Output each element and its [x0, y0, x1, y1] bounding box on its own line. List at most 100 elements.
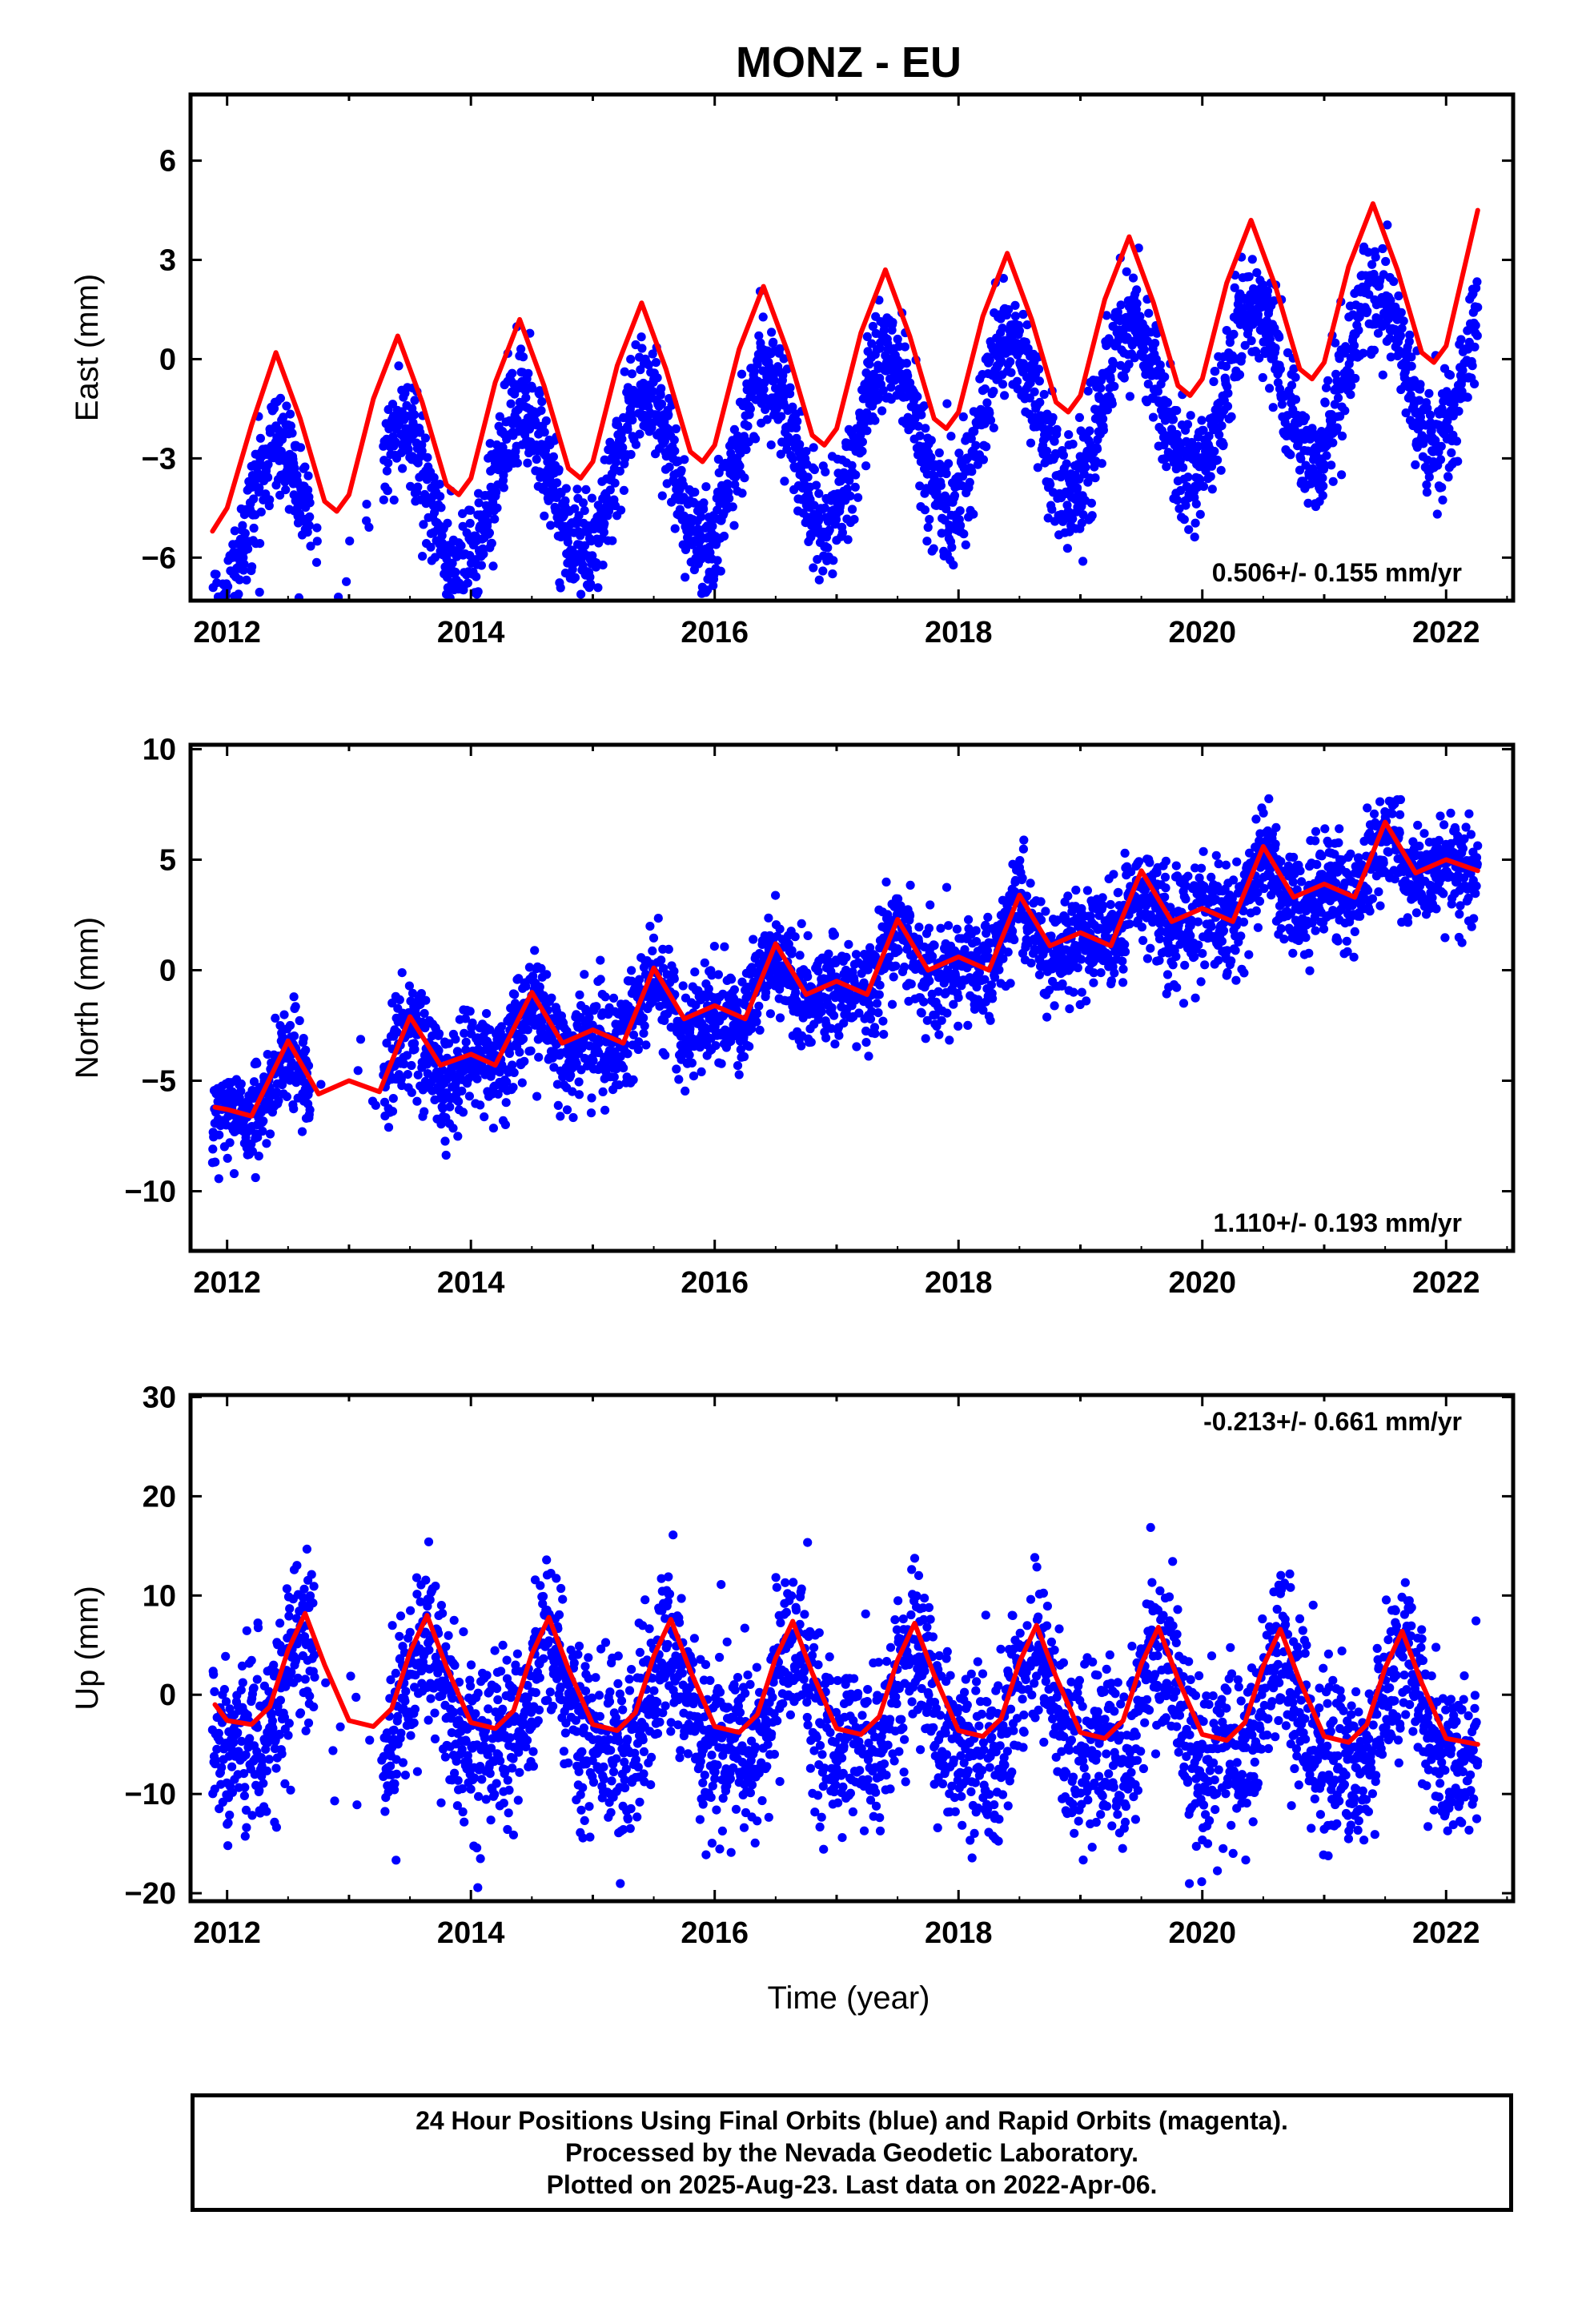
north-point — [592, 1002, 601, 1011]
east-point — [1319, 460, 1329, 469]
north-point — [535, 982, 544, 991]
east-point — [1179, 515, 1189, 525]
east-point — [670, 446, 680, 456]
east-point — [775, 344, 785, 353]
north-point — [672, 1064, 681, 1074]
east-point — [1081, 463, 1090, 472]
east-point — [1321, 383, 1331, 392]
east-point — [1247, 255, 1257, 264]
east-point — [769, 376, 779, 385]
north-point — [669, 974, 679, 983]
east-point — [1062, 544, 1072, 553]
north-point — [434, 1029, 444, 1039]
east-point — [709, 581, 718, 590]
east-point — [795, 440, 805, 449]
north-point — [247, 1147, 257, 1156]
east-point — [741, 444, 751, 455]
north-point — [387, 1107, 398, 1116]
east-point — [282, 401, 291, 411]
east-point — [680, 455, 689, 464]
north-point — [678, 981, 688, 991]
east-point — [766, 440, 776, 450]
east-x-tick-label: 2020 — [1168, 616, 1236, 649]
east-point — [1168, 415, 1178, 424]
east-point — [600, 519, 609, 529]
east-point — [516, 344, 526, 354]
north-point — [689, 1072, 699, 1081]
north-point — [717, 1059, 726, 1068]
east-point — [379, 495, 388, 505]
east-point — [1331, 369, 1341, 379]
east-point — [1472, 277, 1482, 287]
east-point — [1204, 432, 1214, 441]
north-point — [508, 1083, 518, 1092]
east-point — [1367, 259, 1377, 269]
east-point — [699, 505, 709, 514]
east-point — [1219, 440, 1228, 449]
east-point — [342, 577, 351, 586]
east-point — [518, 352, 528, 362]
east-point — [1152, 328, 1162, 338]
east-point — [1470, 342, 1480, 352]
east-point — [644, 360, 653, 370]
east-point — [1128, 273, 1138, 283]
north-point — [580, 970, 589, 979]
east-point — [1307, 479, 1316, 489]
north-point — [252, 1059, 262, 1068]
north-point — [598, 1087, 608, 1096]
north-point — [596, 955, 605, 965]
north-point — [275, 1021, 285, 1031]
east-point — [576, 589, 586, 599]
east-point — [1399, 316, 1408, 326]
east-point — [456, 541, 466, 551]
east-point — [1083, 386, 1093, 396]
east-point — [430, 553, 440, 562]
north-point — [421, 995, 431, 1005]
east-point — [410, 396, 420, 405]
east-point — [737, 489, 747, 498]
east-point — [223, 581, 233, 592]
north-point — [873, 1008, 883, 1018]
north-point — [803, 931, 813, 940]
east-point — [868, 321, 877, 332]
east-point — [312, 537, 322, 546]
east-point — [901, 359, 912, 368]
east-point — [1354, 325, 1363, 335]
east-point — [382, 466, 391, 476]
east-point — [923, 522, 933, 533]
east-point — [1072, 483, 1082, 493]
east-point — [1318, 473, 1327, 483]
east-point — [767, 328, 777, 337]
east-x-tick-label: 2018 — [925, 616, 993, 649]
north-point — [934, 1030, 944, 1039]
east-point — [532, 454, 541, 464]
east-point — [917, 410, 926, 420]
north-point — [353, 1066, 363, 1076]
east-point — [656, 384, 666, 393]
east-point — [1022, 320, 1032, 330]
north-point — [547, 993, 556, 1003]
east-point — [279, 412, 288, 422]
east-point — [1291, 395, 1301, 404]
north-point — [821, 1033, 831, 1043]
east-point — [656, 399, 667, 409]
east-point — [776, 449, 785, 459]
north-point — [633, 1044, 643, 1055]
north-point — [289, 992, 299, 1002]
east-point — [1381, 256, 1391, 267]
north-point — [448, 1124, 458, 1133]
north-point — [733, 1061, 743, 1071]
north-point — [697, 1067, 706, 1076]
east-point — [474, 498, 484, 508]
north-point — [588, 1055, 598, 1066]
east-point — [1423, 404, 1432, 413]
east-point — [1268, 403, 1278, 412]
east-point — [779, 354, 789, 364]
north-point — [711, 1041, 721, 1051]
east-point — [725, 493, 734, 503]
east-point — [735, 461, 745, 471]
north-point — [628, 1075, 638, 1084]
east-point — [240, 529, 250, 538]
north-point — [648, 946, 657, 955]
east-point — [699, 498, 709, 508]
